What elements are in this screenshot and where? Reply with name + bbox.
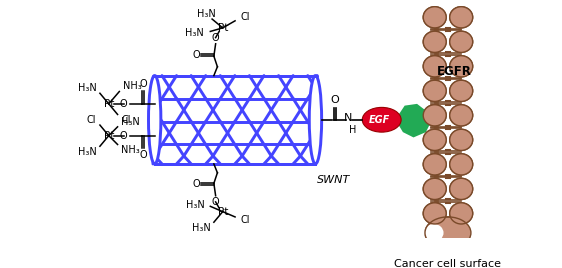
Text: O: O xyxy=(212,33,219,43)
Ellipse shape xyxy=(450,31,473,53)
Ellipse shape xyxy=(423,31,446,53)
Ellipse shape xyxy=(450,7,473,28)
Text: NH₃: NH₃ xyxy=(123,81,142,91)
Ellipse shape xyxy=(423,203,446,224)
Text: Pt: Pt xyxy=(103,131,114,141)
Text: Pt: Pt xyxy=(103,99,114,109)
Text: Cl: Cl xyxy=(87,115,96,125)
Ellipse shape xyxy=(362,107,401,132)
Ellipse shape xyxy=(423,105,446,126)
Text: H₃N: H₃N xyxy=(192,222,210,233)
Ellipse shape xyxy=(450,7,473,28)
Ellipse shape xyxy=(423,56,446,77)
Text: EGF: EGF xyxy=(369,115,389,125)
Ellipse shape xyxy=(423,178,446,199)
Text: H₃N: H₃N xyxy=(184,28,203,38)
Ellipse shape xyxy=(423,80,446,101)
Text: H₃N: H₃N xyxy=(78,83,96,93)
Text: Cl: Cl xyxy=(241,215,250,225)
Ellipse shape xyxy=(423,7,446,28)
Ellipse shape xyxy=(450,56,473,77)
Text: H: H xyxy=(349,125,356,135)
Ellipse shape xyxy=(450,105,473,126)
Ellipse shape xyxy=(423,56,446,77)
Ellipse shape xyxy=(450,178,473,199)
Text: H₃N: H₃N xyxy=(78,147,96,157)
Ellipse shape xyxy=(450,80,473,101)
Text: H₃N: H₃N xyxy=(197,9,216,19)
Text: O: O xyxy=(330,95,339,105)
Text: O: O xyxy=(192,179,200,189)
Ellipse shape xyxy=(424,224,443,242)
Text: O: O xyxy=(139,150,147,160)
Text: Cl: Cl xyxy=(241,12,250,22)
Ellipse shape xyxy=(423,154,446,175)
Text: Cancer cell surface: Cancer cell surface xyxy=(395,259,501,268)
Ellipse shape xyxy=(423,154,446,175)
Text: H₃N: H₃N xyxy=(121,117,140,126)
Text: O: O xyxy=(212,197,219,207)
Text: EGFR: EGFR xyxy=(437,65,472,78)
Text: Cl: Cl xyxy=(121,115,130,125)
Ellipse shape xyxy=(450,203,473,224)
Ellipse shape xyxy=(450,80,473,101)
Polygon shape xyxy=(155,76,315,164)
Text: O: O xyxy=(120,131,128,141)
Ellipse shape xyxy=(423,7,446,28)
Ellipse shape xyxy=(450,105,473,126)
Ellipse shape xyxy=(423,129,446,150)
Ellipse shape xyxy=(423,129,446,150)
Ellipse shape xyxy=(450,154,473,175)
Ellipse shape xyxy=(423,80,446,101)
Ellipse shape xyxy=(423,31,446,53)
Text: O: O xyxy=(120,99,128,109)
Ellipse shape xyxy=(309,76,321,164)
Text: O: O xyxy=(192,50,200,60)
Ellipse shape xyxy=(450,178,473,199)
Ellipse shape xyxy=(450,129,473,150)
Ellipse shape xyxy=(450,129,473,150)
Ellipse shape xyxy=(423,105,446,126)
Text: O: O xyxy=(139,79,147,90)
Ellipse shape xyxy=(423,203,446,224)
Ellipse shape xyxy=(450,56,473,77)
Text: Pt: Pt xyxy=(217,207,228,217)
Text: N: N xyxy=(344,113,352,123)
Ellipse shape xyxy=(450,203,473,224)
Ellipse shape xyxy=(148,76,161,164)
Ellipse shape xyxy=(450,154,473,175)
Ellipse shape xyxy=(450,31,473,53)
Text: NH₃: NH₃ xyxy=(121,145,140,155)
Ellipse shape xyxy=(425,217,471,249)
Ellipse shape xyxy=(423,178,446,199)
Polygon shape xyxy=(397,104,431,137)
Text: H₃N: H₃N xyxy=(186,200,205,210)
Text: Pt: Pt xyxy=(217,23,228,33)
Text: SWNT: SWNT xyxy=(317,174,351,185)
